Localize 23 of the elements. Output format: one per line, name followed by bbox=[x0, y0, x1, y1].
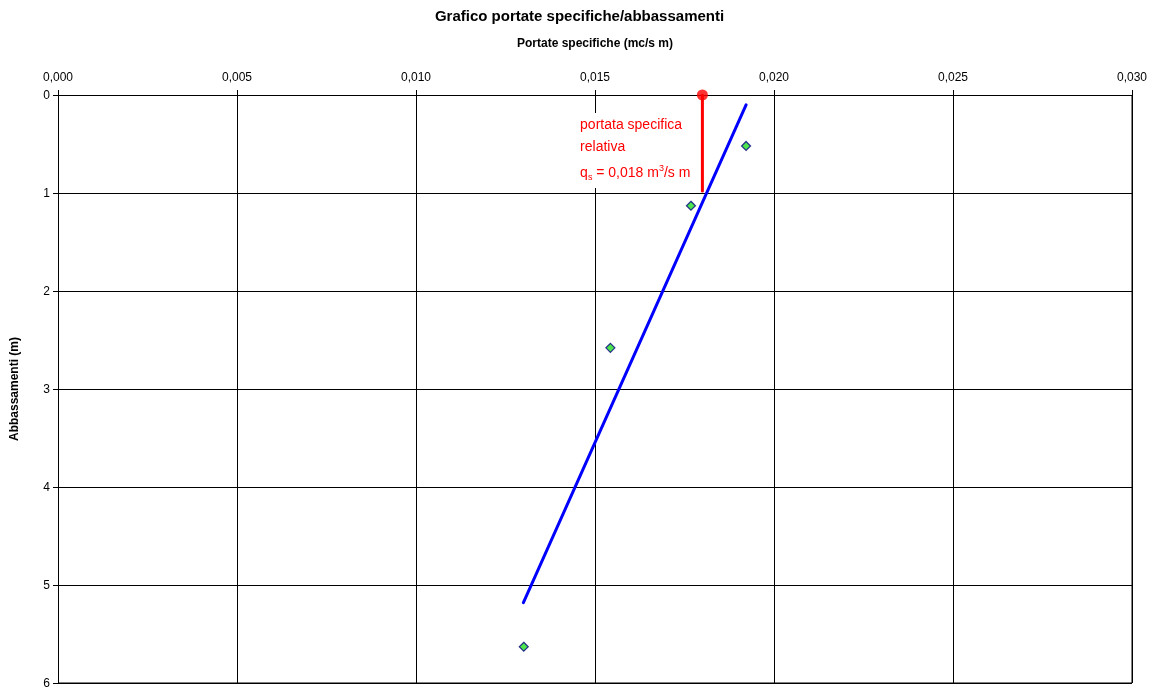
x-tick-label: 0,010 bbox=[400, 70, 432, 84]
x-tick-label: 0,000 bbox=[42, 70, 74, 84]
y-tick-label: 2 bbox=[43, 284, 51, 298]
y-tick-label: 1 bbox=[43, 186, 51, 200]
annotation: portata specifica relativa q$_{s}$ = 0,018 m$^{3}$/s m bbox=[578, 113, 693, 189]
x-tick-label: 0,020 bbox=[758, 70, 790, 84]
y-tick-label: 3 bbox=[43, 382, 51, 396]
y-tick-label: 4 bbox=[43, 480, 51, 494]
point bbox=[685, 200, 697, 211]
point bbox=[605, 342, 616, 353]
y-tick-label: 5 bbox=[43, 578, 51, 592]
chart-title: Grafico portate specifiche/abbassamenti bbox=[434, 7, 725, 24]
x-tick-label: 0,025 bbox=[937, 70, 969, 84]
point bbox=[696, 89, 708, 101]
x-tick-label: 0,030 bbox=[1116, 70, 1148, 84]
point bbox=[518, 641, 529, 652]
point bbox=[740, 140, 752, 152]
y-tick-label: 6 bbox=[43, 676, 51, 689]
x-tick-label: 0,005 bbox=[221, 70, 253, 84]
y-tick-label: 0 bbox=[43, 88, 51, 102]
x-axis-title: Portate specifiche (mc/s m) bbox=[516, 36, 674, 50]
x-tick-label: 0,015 bbox=[579, 70, 611, 84]
y-axis-title: Abbassamenti (m) bbox=[7, 336, 21, 442]
